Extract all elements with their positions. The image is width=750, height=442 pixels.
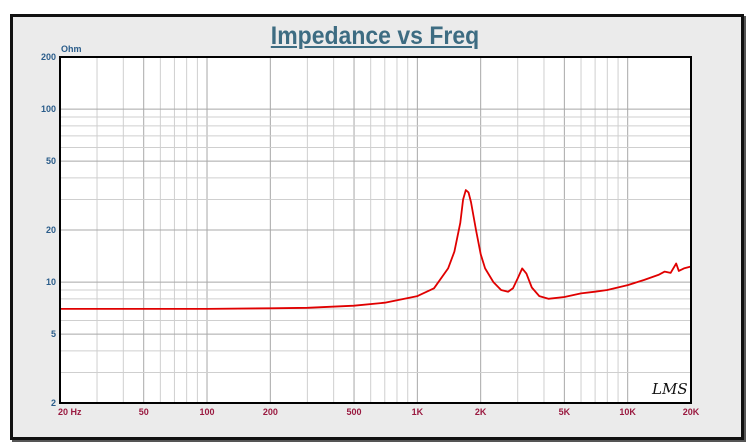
plot-border <box>59 56 692 404</box>
impedance-series-line <box>60 189 692 310</box>
lms-watermark: LMS <box>651 380 688 398</box>
chart-title: Impedance vs Freq <box>270 22 480 50</box>
x-tick-label: 100 <box>200 407 215 417</box>
y-tick-label: 20 <box>46 225 56 235</box>
y-tick-label: 5 <box>51 329 56 339</box>
grid <box>59 56 692 404</box>
x-tick-label: 10K <box>619 407 636 417</box>
y-tick-label: 50 <box>46 156 56 166</box>
x-tick-label: 50 <box>139 407 149 417</box>
x-tick-label: 200 <box>263 407 278 417</box>
y-tick-label: 200 <box>41 52 56 62</box>
x-tick-label: 2K <box>475 407 487 417</box>
y-tick-label: 10 <box>46 277 56 287</box>
y-axis-label: Ohm <box>61 44 82 54</box>
x-tick-labels: 20 Hz 50 100 200 500 1K 2K 5K 10K 20K <box>58 407 700 417</box>
y-tick-labels: 2 5 10 20 50 100 200 <box>41 52 56 408</box>
x-tick-label: 1K <box>412 407 424 417</box>
x-tick-label: 5K <box>559 407 571 417</box>
y-tick-label: 100 <box>41 104 56 114</box>
x-tick-label: 20 Hz <box>58 407 82 417</box>
x-tick-label: 500 <box>347 407 362 417</box>
x-tick-label: 20K <box>683 407 700 417</box>
y-tick-label: 2 <box>51 398 56 408</box>
